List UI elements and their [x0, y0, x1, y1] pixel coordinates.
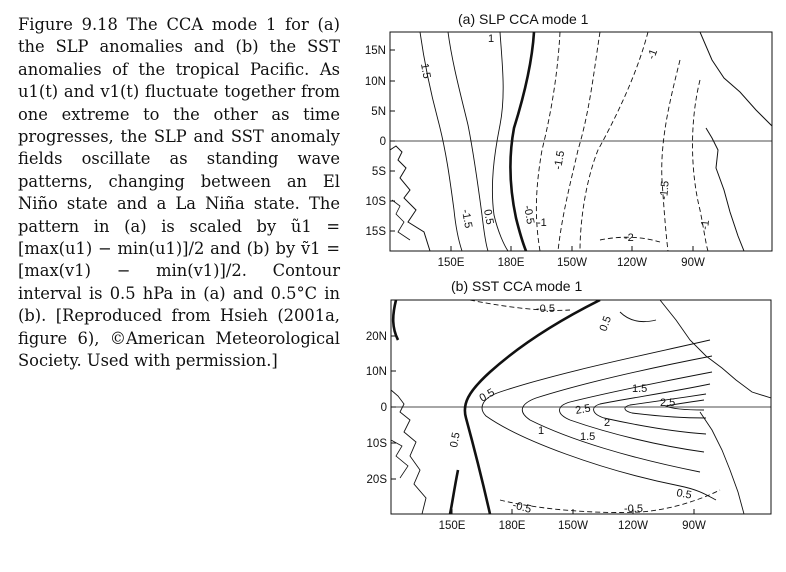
- panel-b-clabel-13: 0.5: [448, 431, 462, 448]
- panel-b-xtick-120W: 120W: [618, 520, 648, 532]
- contour-a-1p5: [419, 32, 463, 251]
- contour-b-2p5: [624, 393, 707, 419]
- coastline-b-2: [391, 439, 409, 479]
- contour-b-0-west: [391, 300, 400, 341]
- panel-a-title: (a) SLP CCA mode 1: [458, 11, 589, 27]
- panel-b-clabel-9: 1.5: [580, 431, 595, 443]
- contour-a-m1b: [692, 79, 709, 251]
- panel-b-ytick-10S: 10S: [367, 438, 388, 450]
- panel-b-xtick-180E: 180E: [499, 520, 526, 532]
- panel-a-ytick-5N: 5N: [371, 106, 386, 118]
- panel-a-ytick-5S: 5S: [372, 166, 386, 178]
- panel-b-clabel-5: 2.5: [574, 402, 591, 416]
- panel-a-clabel-6: -1.5: [459, 208, 474, 229]
- panel-a-xtick-150W: 150W: [557, 257, 587, 269]
- panel-b-ticks: [391, 335, 695, 514]
- panel-a-clabel-1: 1.5: [418, 62, 432, 79]
- contour-a-m1p5b: [661, 59, 681, 251]
- contour-b-2: [593, 383, 711, 435]
- panel-a-plot: 15N 10N 5N 0 5S 10S 15S 150E 180E 150W 1…: [365, 31, 773, 269]
- panel-b-ytick-0: 0: [381, 402, 387, 414]
- panel-b-plot: 20N 10N 0 10S 20S 150E 180E 150W 120W 90…: [366, 299, 772, 532]
- panel-a-ytick-0: 0: [380, 136, 386, 148]
- panel-a-clabel-5: -1: [537, 217, 547, 229]
- contour-a-0: [509, 32, 536, 251]
- contour-a-m1: [557, 32, 601, 251]
- panel-a-y-ticks: [390, 49, 694, 251]
- contour-a-m0p5: [535, 32, 561, 251]
- panel-a-clabel-2: 1: [488, 33, 494, 45]
- coastline-a-2: [391, 199, 411, 241]
- panel-a-ytick-15S: 15S: [366, 226, 387, 238]
- panel-a-ytick-10N: 10N: [365, 76, 386, 88]
- contour-b-1: [521, 355, 713, 473]
- contour-b-0-sw: [448, 469, 460, 514]
- panel-b-clabel-1: -0.5: [536, 303, 555, 315]
- caption-text: The CCA mode 1 for (a) the SLP anomalies…: [18, 15, 340, 371]
- contour-a-1: [447, 32, 489, 251]
- panel-a-clabel-9: -2: [624, 232, 634, 244]
- panel-a-clabel-8: -1: [646, 48, 661, 61]
- figure-label: Figure 9.18: [18, 15, 118, 34]
- panel-b-clabel-7: 2: [604, 417, 610, 429]
- contour-a-0p5: [491, 32, 509, 251]
- panel-a-xtick-180E: 180E: [498, 257, 525, 269]
- panel-b-title: (b) SST CCA mode 1: [451, 278, 583, 294]
- panel-b-xtick-90W: 90W: [682, 520, 706, 532]
- panel-a-xtick-90W: 90W: [681, 257, 705, 269]
- contour-b-1p5: [559, 371, 713, 453]
- contour-b-0p5: [481, 339, 717, 501]
- panel-b-clabel-8: 1: [538, 425, 544, 437]
- panel-b-xtick-150E: 150E: [439, 520, 466, 532]
- panel-a-clabel-11: -1: [699, 219, 712, 230]
- coastline-b-4: [699, 411, 745, 514]
- panel-b-ytick-20S: 20S: [367, 474, 388, 486]
- panel-b-clabel-4: 1.5: [632, 383, 647, 395]
- coastline-a-3: [699, 32, 772, 127]
- panel-b-clabel-12: -0.5: [624, 503, 643, 515]
- panel-a-clabel-3: 0.5: [481, 208, 495, 225]
- coastline-a-1: [390, 145, 431, 251]
- panel-b-ytick-10N: 10N: [366, 366, 387, 378]
- panel-b-clabel-10: 0.5: [675, 487, 692, 501]
- panel-a-xtick-150E: 150E: [438, 257, 465, 269]
- contour-b-m0p5-s: [499, 489, 721, 513]
- contour-a-m1p5: [579, 32, 649, 251]
- panel-a-clabel-4: -0.5: [521, 204, 536, 225]
- coastline-b-3: [659, 300, 771, 399]
- panel-b-clabel-11: -0.5: [511, 499, 532, 516]
- panel-b-clabel-3: 0.5: [478, 387, 497, 405]
- coastline-b-1: [391, 389, 427, 514]
- panel-a-ytick-15N: 15N: [365, 45, 386, 57]
- panel-b-ytick-20N: 20N: [366, 331, 387, 343]
- contour-b-m0p5-n: [469, 300, 571, 311]
- contour-b-ne: [619, 311, 657, 323]
- panel-a-clabel-7: -1.5: [552, 150, 567, 171]
- contour-b-inner: [664, 399, 705, 411]
- panel-a-ytick-10S: 10S: [366, 196, 387, 208]
- figure-caption: Figure 9.18 The CCA mode 1 for (a) the S…: [18, 14, 340, 373]
- panel-b-clabel-2: 0.5: [598, 315, 615, 333]
- coastline-a-4: [705, 127, 745, 251]
- panel-b-clabel-6: 2.5: [660, 397, 675, 409]
- panel-a-clabel-10: -1.5: [658, 180, 672, 200]
- panel-b-xtick-150W: 150W: [558, 520, 588, 532]
- contour-b-0: [463, 300, 601, 514]
- panel-a-xtick-120W: 120W: [617, 257, 647, 269]
